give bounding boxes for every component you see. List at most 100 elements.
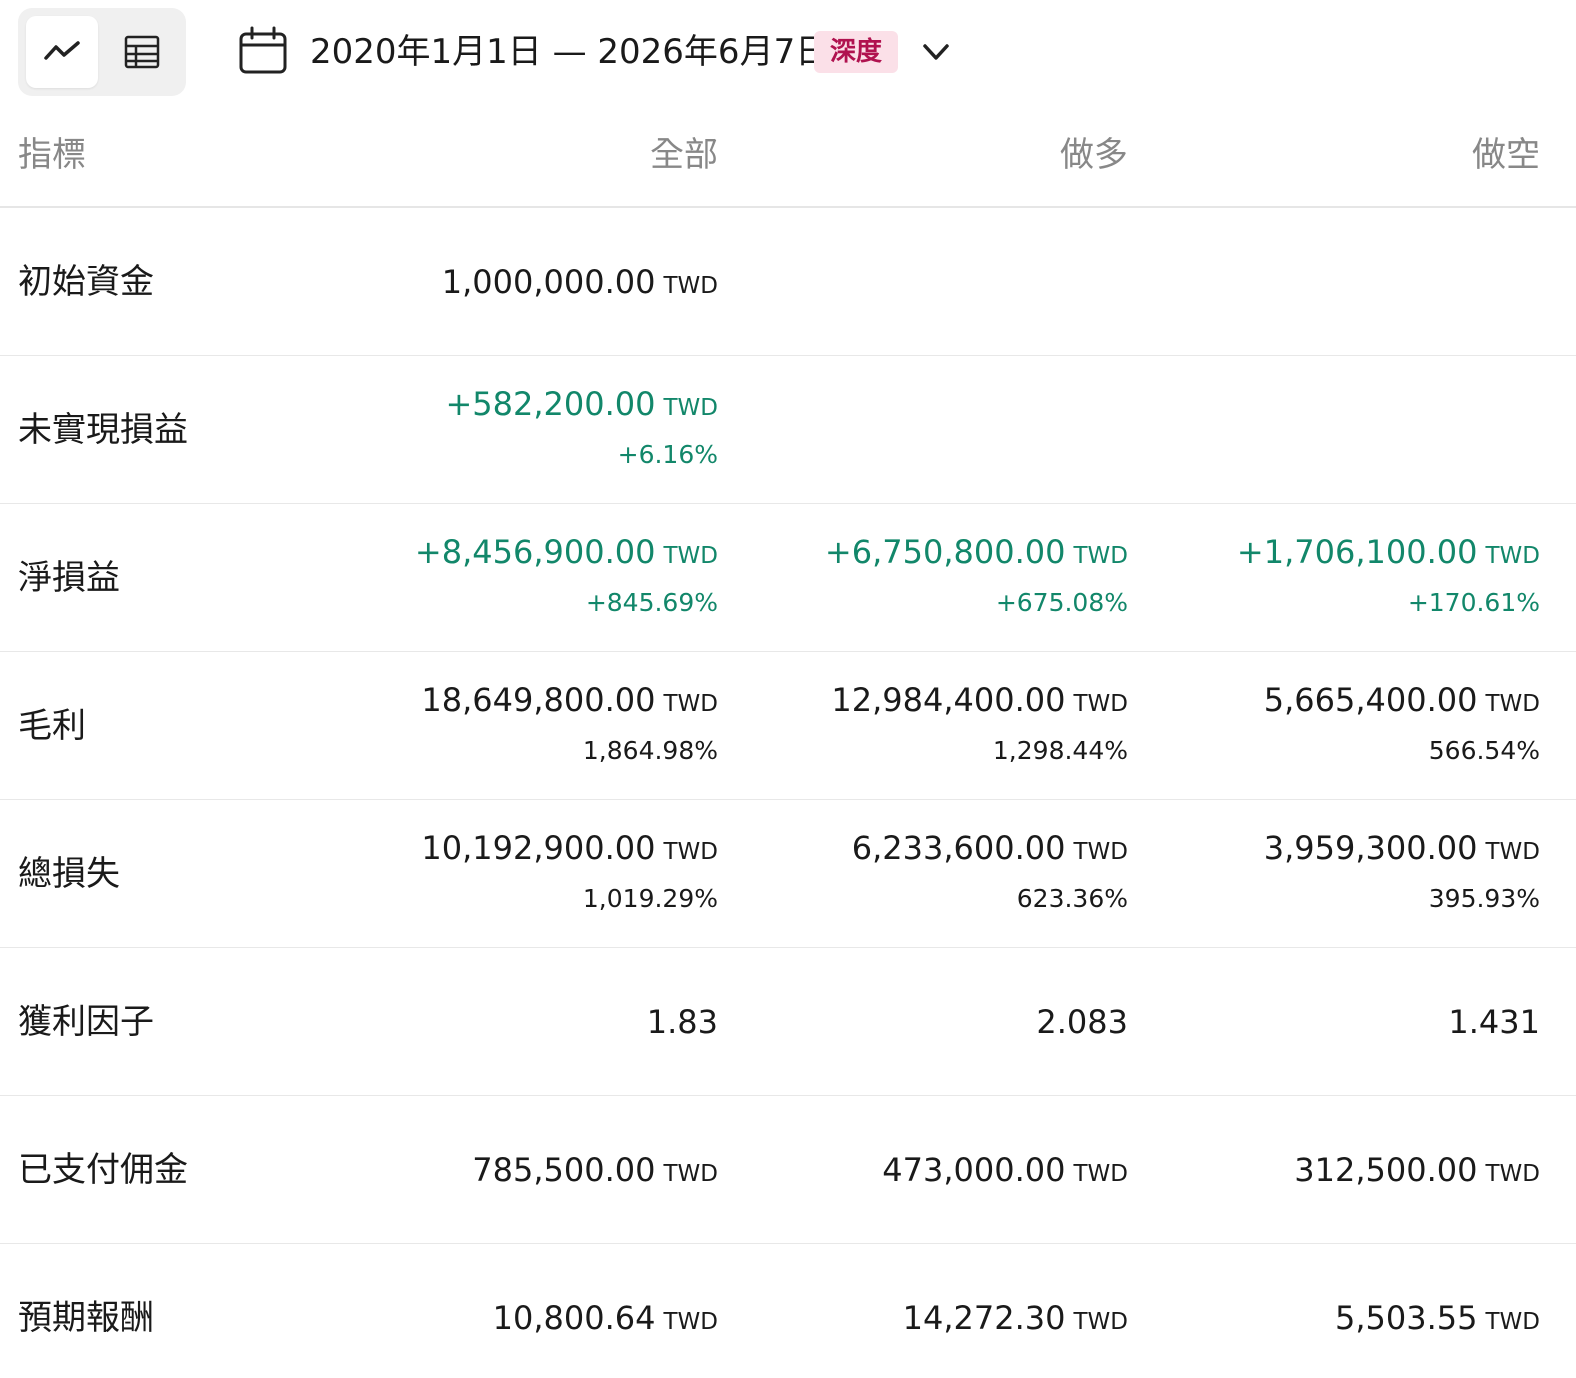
value-text: 3,959,300.00 <box>1263 829 1478 867</box>
metric-value: 3,959,300.00 TWD <box>1140 823 1540 873</box>
value-text: 10,192,900.00 <box>421 829 656 867</box>
metric-value: 5,503.55 TWD <box>1140 1293 1540 1343</box>
metric-cell: 14,272.30 TWD <box>728 1293 1128 1343</box>
value-text: 2.083 <box>1036 1003 1128 1041</box>
metric-cell: 5,503.55 TWD <box>1140 1293 1540 1343</box>
metric-cell: 473,000.00 TWD <box>728 1145 1128 1195</box>
metric-value: 785,500.00 TWD <box>318 1145 718 1195</box>
value-text: 5,665,400.00 <box>1263 681 1478 719</box>
metric-cell: 1.431 <box>1140 997 1540 1047</box>
metric-cell: 10,800.64 TWD <box>318 1293 718 1343</box>
date-range[interactable]: 2020年1月1日 — 2026年6月7日 <box>310 32 830 72</box>
table-view-button[interactable] <box>106 16 178 88</box>
metric-cell: 785,500.00 TWD <box>318 1145 718 1195</box>
metric-percent: 623.36% <box>1016 884 1128 913</box>
row-label: 淨損益 <box>18 558 120 598</box>
currency-unit: TWD <box>663 395 718 421</box>
metric-cell: 1,000,000.00 TWD <box>318 257 718 307</box>
currency-unit: TWD <box>663 691 718 717</box>
metric-value: 473,000.00 TWD <box>728 1145 1128 1195</box>
currency-unit: TWD <box>1485 691 1540 717</box>
metric-value: 1.431 <box>1140 997 1540 1047</box>
metric-value: +582,200.00 TWD <box>318 379 718 429</box>
table-row: 淨損益 +8,456,900.00 TWD +845.69% +6,750,800.00… <box>0 504 1576 652</box>
currency-unit: TWD <box>663 273 718 299</box>
metric-cell: 3,959,300.00 TWD 395.93% <box>1140 823 1540 919</box>
currency-unit: TWD <box>1485 1309 1540 1335</box>
table-row: 毛利 18,649,800.00 TWD 1,864.98% 12,984,400.00… <box>0 652 1576 800</box>
column-header: 做多 <box>1060 135 1128 175</box>
value-text: 1.431 <box>1448 1003 1540 1041</box>
currency-unit: TWD <box>663 839 718 865</box>
value-text: 312,500.00 <box>1294 1151 1478 1189</box>
value-text: 14,272.30 <box>902 1299 1066 1337</box>
row-label: 毛利 <box>18 706 86 746</box>
metric-percent: 395.93% <box>1428 884 1540 913</box>
row-label: 已支付佣金 <box>18 1150 188 1190</box>
metric-cell: 10,192,900.00 TWD 1,019.29% <box>318 823 718 919</box>
value-text: 5,503.55 <box>1334 1299 1478 1337</box>
column-header: 做空 <box>1472 135 1540 175</box>
currency-unit: TWD <box>663 1161 718 1187</box>
metric-value: 1,000,000.00 TWD <box>318 257 718 307</box>
metric-percent: +6.16% <box>617 440 718 469</box>
table-header: 指標 全部 做多 做空 <box>0 105 1576 208</box>
table-row: 未實現損益 +582,200.00 TWD +6.16% <box>0 356 1576 504</box>
column-header: 全部 <box>650 135 718 175</box>
metric-cell: 5,665,400.00 TWD 566.54% <box>1140 675 1540 771</box>
row-label: 預期報酬 <box>18 1298 154 1338</box>
value-text: 10,800.64 <box>492 1299 656 1337</box>
metric-cell: +6,750,800.00 TWD +675.08% <box>728 527 1128 623</box>
metric-value: +1,706,100.00 TWD <box>1140 527 1540 577</box>
currency-unit: TWD <box>1073 691 1128 717</box>
metric-cell: 2.083 <box>728 997 1128 1047</box>
calendar-icon[interactable] <box>238 26 288 76</box>
metric-percent: 1,864.98% <box>582 736 718 765</box>
currency-unit: TWD <box>1073 839 1128 865</box>
value-text: +1,706,100.00 <box>1236 533 1478 571</box>
mode-badge: 深度 <box>814 31 899 73</box>
value-text: 6,233,600.00 <box>851 829 1066 867</box>
metric-percent: 1,298.44% <box>992 736 1128 765</box>
metric-percent: 1,019.29% <box>582 884 718 913</box>
value-text: +8,456,900.00 <box>414 533 656 571</box>
metric-value: +8,456,900.00 TWD <box>318 527 718 577</box>
table-row: 獲利因子 1.83 2.083 1.431 <box>0 948 1576 1096</box>
metric-value: +6,750,800.00 TWD <box>728 527 1128 577</box>
chart-view-button[interactable] <box>26 16 98 88</box>
metric-cell: +8,456,900.00 TWD +845.69% <box>318 527 718 623</box>
value-text: 785,500.00 <box>472 1151 656 1189</box>
column-header: 指標 <box>18 135 86 175</box>
metric-cell: 1.83 <box>318 997 718 1047</box>
currency-unit: TWD <box>1073 543 1128 569</box>
metric-value: 312,500.00 TWD <box>1140 1145 1540 1195</box>
currency-unit: TWD <box>1485 543 1540 569</box>
value-text: 473,000.00 <box>882 1151 1066 1189</box>
value-text: 12,984,400.00 <box>831 681 1066 719</box>
metric-cell: 18,649,800.00 TWD 1,864.98% <box>318 675 718 771</box>
currency-unit: TWD <box>1485 1161 1540 1187</box>
metric-value: 18,649,800.00 TWD <box>318 675 718 725</box>
table-icon <box>124 35 160 69</box>
metric-value: 14,272.30 TWD <box>728 1293 1128 1343</box>
currency-unit: TWD <box>1485 839 1540 865</box>
metric-value: 5,665,400.00 TWD <box>1140 675 1540 725</box>
table-row: 初始資金 1,000,000.00 TWD <box>0 208 1576 356</box>
row-label: 初始資金 <box>18 262 154 302</box>
row-label: 未實現損益 <box>18 410 188 450</box>
dropdown-chevron[interactable] <box>920 36 952 68</box>
metric-value: 6,233,600.00 TWD <box>728 823 1128 873</box>
metric-value: 2.083 <box>728 997 1128 1047</box>
metric-percent: +675.08% <box>995 588 1128 617</box>
currency-unit: TWD <box>663 543 718 569</box>
metric-cell: +1,706,100.00 TWD +170.61% <box>1140 527 1540 623</box>
value-text: 1.83 <box>646 1003 718 1041</box>
currency-unit: TWD <box>1073 1161 1128 1187</box>
metric-value: 1.83 <box>318 997 718 1047</box>
metric-value: 10,192,900.00 TWD <box>318 823 718 873</box>
metric-value: 10,800.64 TWD <box>318 1293 718 1343</box>
metric-value: 12,984,400.00 TWD <box>728 675 1128 725</box>
value-text: 18,649,800.00 <box>421 681 656 719</box>
value-text: 1,000,000.00 <box>441 263 656 301</box>
